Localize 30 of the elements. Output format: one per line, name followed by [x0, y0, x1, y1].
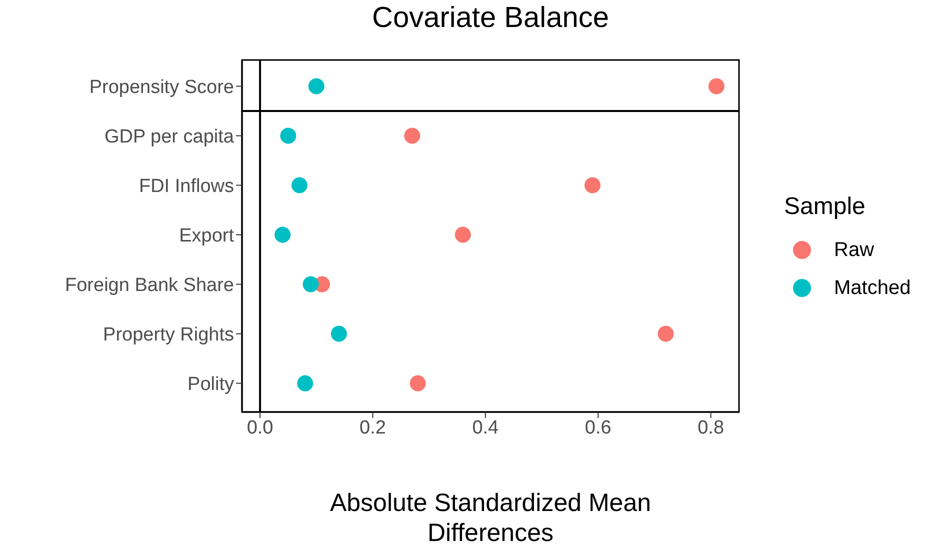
- y-tick-label: Property Rights: [103, 324, 234, 346]
- point: [330, 326, 347, 342]
- x-tick-label: 0.6: [584, 417, 612, 438]
- x-tick-label: 0.2: [360, 417, 386, 438]
- point: [302, 276, 319, 292]
- y-tick-label: Propensity Score: [89, 76, 234, 98]
- legend-label: Matched: [834, 276, 911, 300]
- point: [404, 128, 420, 144]
- chart-title: Covariate Balance: [371, 2, 610, 35]
- point: [274, 226, 291, 243]
- point: [297, 375, 314, 392]
- x-axis-title: Absolute Standardized Mean Differences: [328, 488, 652, 548]
- legend-title: Sample: [784, 193, 866, 221]
- y-tick-label: Foreign Bank Share: [65, 275, 234, 296]
- point: [410, 375, 426, 392]
- legend-label: Raw: [834, 238, 874, 262]
- y-tick-label: Polity: [188, 374, 234, 396]
- y-tick-label: FDI Inflows: [138, 176, 234, 197]
- y-tick-label: Export: [179, 226, 235, 247]
- x-tick-label: 0.4: [472, 417, 500, 438]
- point: [584, 177, 600, 194]
- point: [291, 177, 308, 194]
- point: [308, 78, 324, 94]
- y-tick-label: GDP per capita: [104, 126, 234, 148]
- point: [454, 226, 471, 243]
- x-tick-label: 0.8: [698, 417, 724, 438]
- point: [280, 128, 296, 144]
- point: [658, 326, 674, 342]
- x-tick-label: 0.0: [246, 417, 274, 438]
- point: [708, 78, 724, 94]
